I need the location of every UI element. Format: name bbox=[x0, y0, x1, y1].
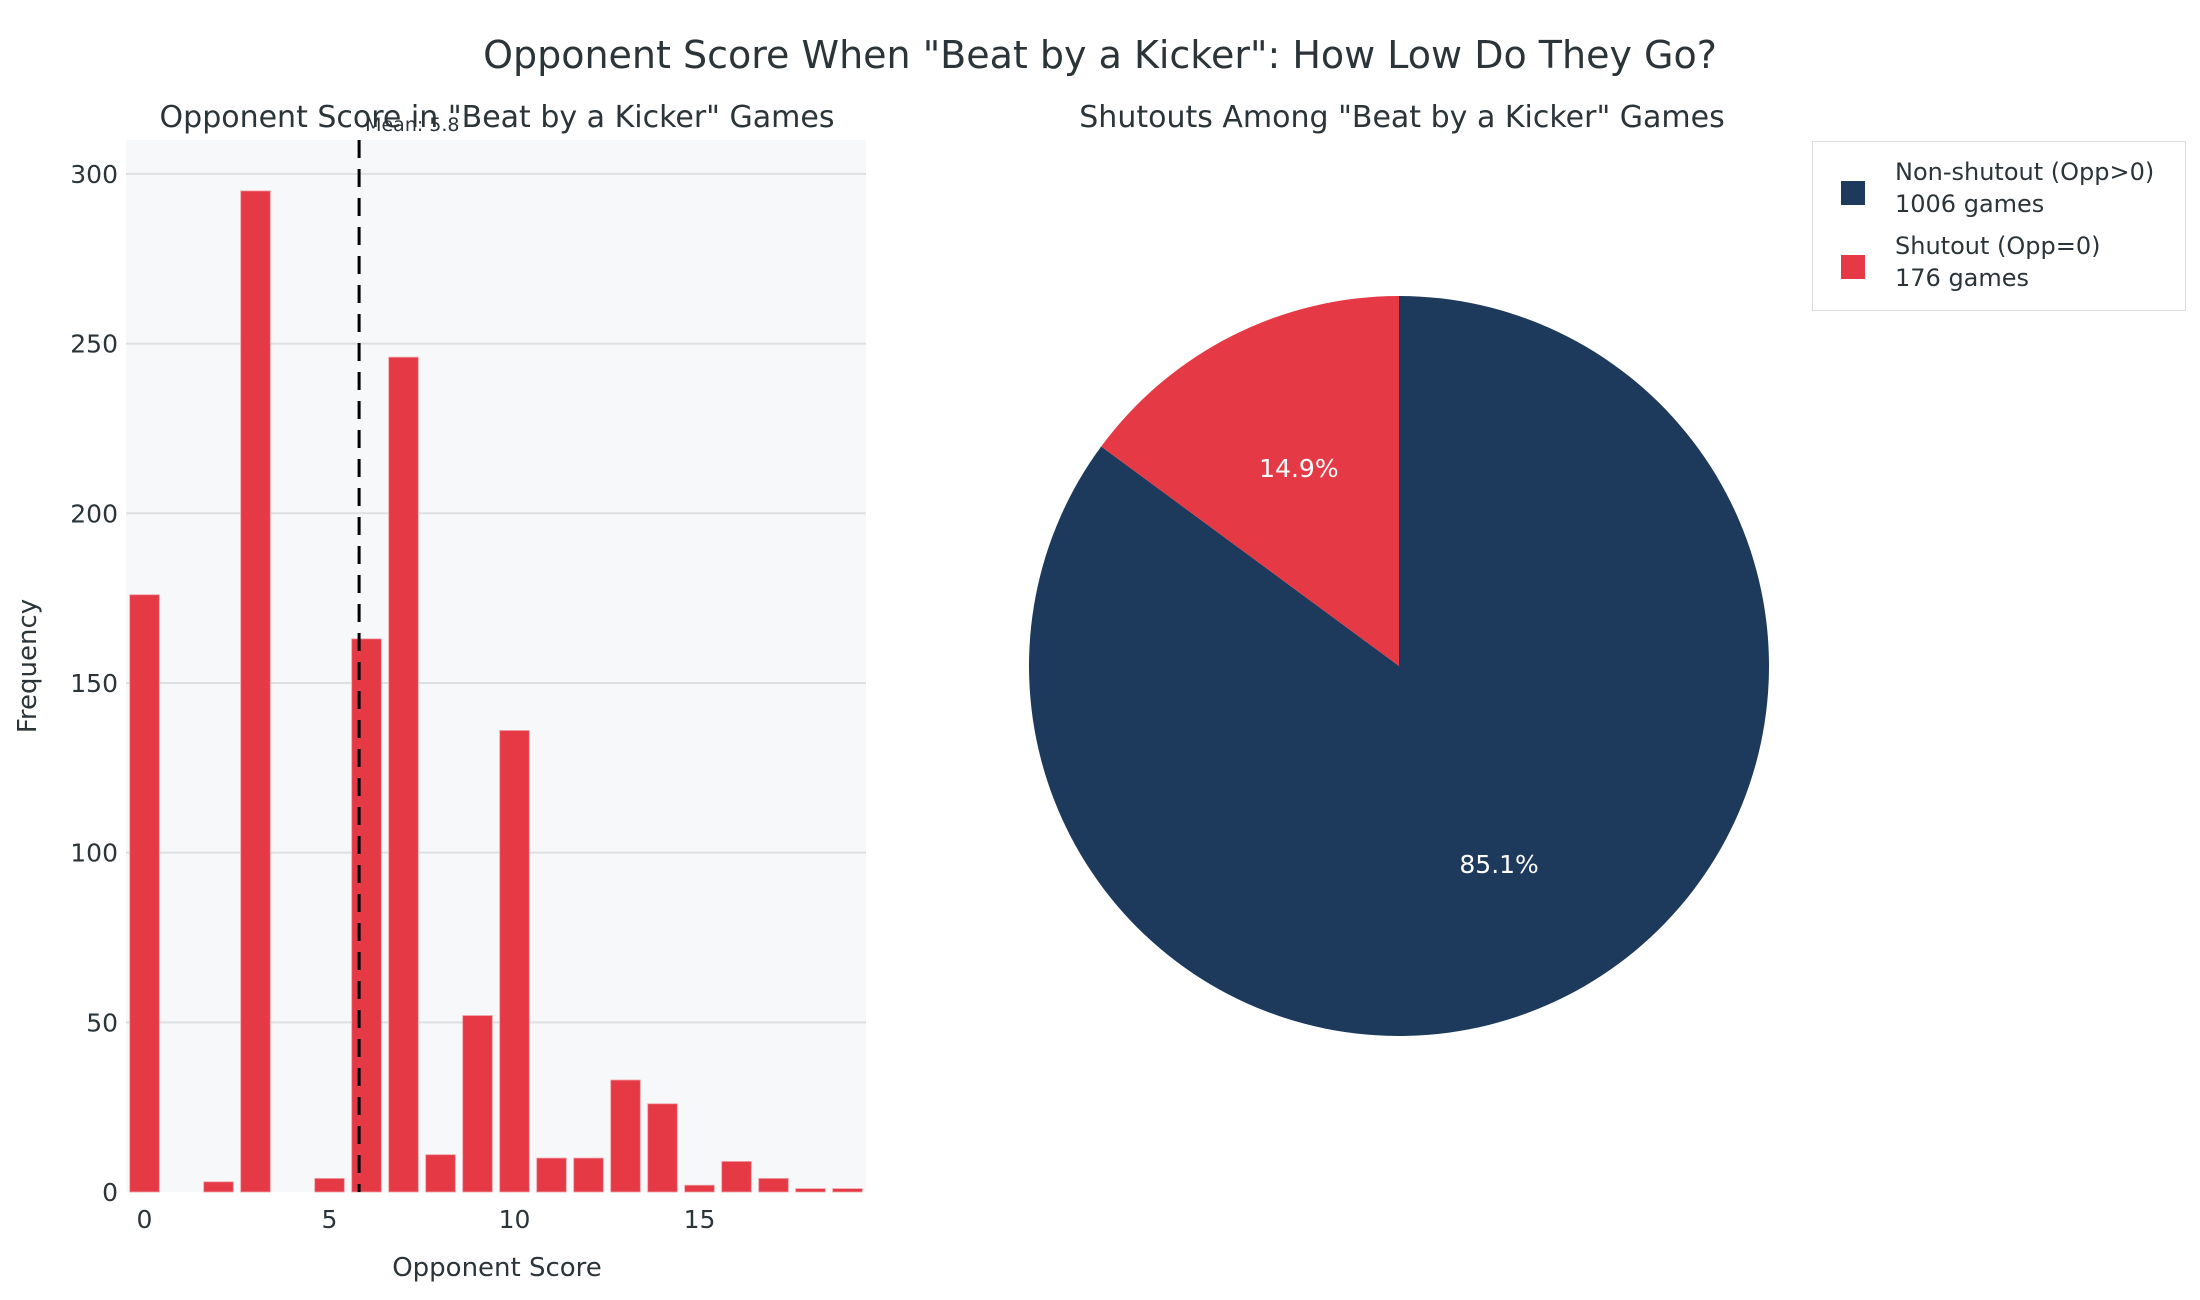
legend-swatch-non-shutout bbox=[1841, 181, 1865, 205]
histogram-bar bbox=[203, 1181, 234, 1193]
y-tick-label: 250 bbox=[70, 330, 118, 359]
histogram-bar bbox=[388, 356, 419, 1193]
histogram-x-label: Opponent Score bbox=[392, 1253, 602, 1283]
histogram-plot-area bbox=[126, 140, 866, 1192]
histogram-y-ticks: 0 50 100 150 200 250 300 bbox=[70, 160, 118, 1207]
histogram-y-label: Frequency bbox=[13, 599, 43, 733]
histogram-bar bbox=[684, 1184, 715, 1193]
x-tick-label: 10 bbox=[499, 1205, 531, 1234]
histogram-bar bbox=[462, 1015, 493, 1193]
legend-label: Shutout (Opp=0) bbox=[1895, 232, 2101, 260]
pie-pct-label: 85.1% bbox=[1459, 850, 1538, 879]
legend-sublabel: 1006 games bbox=[1895, 190, 2045, 218]
x-tick-label: 5 bbox=[322, 1205, 338, 1234]
histogram-bar bbox=[499, 730, 530, 1193]
histogram-x-ticks: 0 5 10 15 bbox=[137, 1205, 716, 1234]
histogram-bar bbox=[129, 594, 160, 1193]
histogram-bar bbox=[573, 1157, 604, 1193]
legend-item-shutout: Shutout (Opp=0) 176 games bbox=[1841, 230, 2100, 294]
pie-panel: Shutouts Among "Beat by a Kicker" Games … bbox=[1029, 100, 1769, 1036]
legend-sublabel: 176 games bbox=[1895, 264, 2030, 292]
legend-label: Non-shutout (Opp>0) bbox=[1895, 158, 2155, 186]
histogram-bar bbox=[536, 1157, 567, 1193]
y-tick-label: 0 bbox=[102, 1178, 118, 1207]
histogram-panel: Opponent Score in "Beat by a Kicker" Gam… bbox=[13, 100, 866, 1283]
legend-swatch-shutout bbox=[1841, 255, 1865, 279]
x-tick-label: 15 bbox=[684, 1205, 716, 1234]
histogram-bar bbox=[832, 1188, 863, 1193]
legend-item-non-shutout: Non-shutout (Opp>0) 1006 games bbox=[1841, 156, 2154, 220]
mean-label: Mean: 5.8 bbox=[365, 114, 459, 136]
pie-title: Shutouts Among "Beat by a Kicker" Games bbox=[1079, 100, 1724, 135]
pie-legend: Non-shutout (Opp>0) 1006 games Shutout (… bbox=[1812, 141, 2186, 311]
histogram-bar bbox=[351, 638, 382, 1193]
histogram-bars bbox=[129, 190, 863, 1193]
y-tick-label: 150 bbox=[70, 669, 118, 698]
x-tick-label: 0 bbox=[137, 1205, 153, 1234]
histogram-bar bbox=[240, 190, 271, 1193]
histogram-bar bbox=[425, 1154, 456, 1193]
pie-slice-shutout bbox=[1101, 296, 1399, 666]
pie-pct-label: 14.9% bbox=[1259, 454, 1338, 483]
figure-title: Opponent Score When "Beat by a Kicker": … bbox=[483, 33, 1717, 77]
y-tick-label: 50 bbox=[86, 1008, 118, 1037]
pie-labels: 85.1% 14.9% bbox=[1259, 454, 1539, 879]
histogram-bar bbox=[647, 1103, 678, 1193]
histogram-bar bbox=[795, 1188, 826, 1193]
y-tick-label: 100 bbox=[70, 839, 118, 868]
pie-slices bbox=[1029, 296, 1769, 1036]
histogram-bar bbox=[314, 1178, 345, 1193]
histogram-bar bbox=[721, 1161, 752, 1193]
histogram-bar bbox=[610, 1079, 641, 1193]
histogram-bar bbox=[758, 1178, 789, 1193]
histogram-title: Opponent Score in "Beat by a Kicker" Gam… bbox=[160, 100, 835, 135]
y-tick-label: 200 bbox=[70, 499, 118, 528]
y-tick-label: 300 bbox=[70, 160, 118, 189]
